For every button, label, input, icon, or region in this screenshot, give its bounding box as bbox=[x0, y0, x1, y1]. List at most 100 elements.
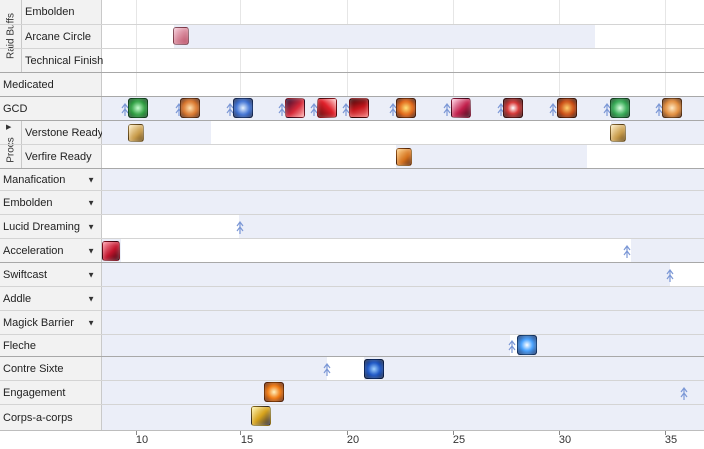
scorch-icon[interactable] bbox=[396, 98, 416, 118]
resolution-icon[interactable] bbox=[451, 98, 471, 118]
row-manafication: Manafication ▼ bbox=[0, 168, 704, 190]
row-track bbox=[102, 73, 704, 96]
row-embolden-raid: Embolden bbox=[0, 0, 704, 24]
cast-marker bbox=[121, 101, 129, 117]
axis-tick-label: 15 bbox=[240, 434, 254, 446]
redoublement-icon[interactable] bbox=[349, 98, 369, 118]
chevron-down-icon[interactable]: ▼ bbox=[87, 175, 95, 184]
row-label: Embolden bbox=[22, 0, 102, 24]
row-label: Medicated bbox=[0, 73, 102, 96]
corps-a-corps-icon[interactable] bbox=[251, 406, 271, 426]
time-axis: 10 15 20 25 30 35 bbox=[0, 430, 704, 449]
row-track bbox=[102, 215, 704, 238]
row-label-text: Verstone Ready bbox=[25, 126, 104, 139]
zwerchhau-icon[interactable] bbox=[317, 98, 337, 118]
axis-tick bbox=[240, 431, 241, 435]
row-label-text: Medicated bbox=[3, 78, 54, 91]
row-label[interactable]: Manafication ▼ bbox=[0, 169, 102, 190]
row-track bbox=[102, 381, 704, 404]
row-label[interactable]: Swiftcast ▼ bbox=[0, 263, 102, 286]
row-track bbox=[102, 121, 704, 144]
cast-marker bbox=[310, 101, 318, 117]
chevron-down-icon[interactable]: ▼ bbox=[87, 294, 95, 303]
chevron-down-icon[interactable]: ▼ bbox=[87, 270, 95, 279]
row-embolden: Embolden ▼ bbox=[0, 190, 704, 214]
row-label-text: Swiftcast bbox=[3, 268, 48, 281]
row-track bbox=[102, 335, 704, 356]
idle-window bbox=[121, 239, 631, 262]
axis-tick bbox=[136, 431, 137, 435]
row-track bbox=[102, 239, 704, 262]
verholy-icon[interactable] bbox=[233, 98, 253, 118]
axis-tick bbox=[559, 431, 560, 435]
row-swiftcast: Swiftcast ▼ bbox=[0, 262, 704, 286]
row-fleche: Fleche bbox=[0, 334, 704, 356]
row-label-text: Embolden bbox=[3, 196, 53, 209]
idle-window bbox=[327, 357, 364, 380]
row-label-text: Corps-a-corps bbox=[3, 411, 73, 424]
row-label: Contre Sixte bbox=[0, 357, 102, 380]
row-track bbox=[102, 191, 704, 214]
row-addle: Addle ▼ bbox=[0, 286, 704, 310]
engagement-icon[interactable] bbox=[264, 382, 284, 402]
verfire-icon[interactable] bbox=[396, 148, 412, 166]
jolt-icon[interactable] bbox=[180, 98, 200, 118]
cast-marker bbox=[508, 338, 516, 354]
row-label-text: Magick Barrier bbox=[3, 316, 74, 329]
axis-tick-label: 35 bbox=[664, 434, 678, 446]
buff-window bbox=[174, 25, 595, 48]
row-label: Engagement bbox=[0, 381, 102, 404]
chevron-down-icon[interactable]: ▼ bbox=[87, 222, 95, 231]
cast-marker bbox=[278, 101, 286, 117]
axis-tick-label: 25 bbox=[452, 434, 466, 446]
row-label[interactable]: Lucid Dreaming ▼ bbox=[0, 215, 102, 238]
row-label: GCD bbox=[0, 97, 102, 120]
axis-tick bbox=[347, 431, 348, 435]
row-technical-finish: Technical Finish bbox=[0, 48, 704, 72]
row-label: Technical Finish bbox=[22, 49, 103, 72]
acceleration-icon[interactable] bbox=[102, 241, 120, 261]
riposte-icon[interactable] bbox=[285, 98, 305, 118]
raid-buffs-group[interactable]: Raid Buffs bbox=[0, 0, 22, 72]
row-track bbox=[102, 263, 704, 286]
row-label-text: Verfire Ready bbox=[25, 150, 92, 163]
chevron-down-icon[interactable]: ▼ bbox=[87, 246, 95, 255]
idle-window bbox=[510, 335, 518, 356]
axis-tick bbox=[453, 431, 454, 435]
row-track bbox=[102, 311, 704, 334]
row-label: Corps-a-corps bbox=[0, 405, 102, 430]
idle-window bbox=[587, 145, 704, 168]
verflare-icon[interactable] bbox=[503, 98, 523, 118]
row-lucid-dreaming: Lucid Dreaming ▼ bbox=[0, 214, 704, 238]
fleche-icon[interactable] bbox=[517, 335, 537, 355]
cast-marker bbox=[549, 101, 557, 117]
idle-window bbox=[102, 215, 239, 238]
row-label: Verfire Ready bbox=[22, 145, 102, 168]
veraero-icon[interactable] bbox=[610, 98, 630, 118]
collapse-caret-icon[interactable]: ▶ bbox=[6, 124, 12, 131]
cast-marker bbox=[655, 101, 663, 117]
row-label: Fleche bbox=[0, 335, 102, 356]
cast-marker bbox=[443, 101, 451, 117]
verfire-icon[interactable] bbox=[557, 98, 577, 118]
chevron-down-icon[interactable]: ▼ bbox=[87, 318, 95, 327]
row-label-text: Lucid Dreaming bbox=[3, 220, 81, 233]
verthunder-icon[interactable] bbox=[128, 98, 148, 118]
row-track bbox=[102, 0, 704, 24]
cast-marker bbox=[680, 385, 688, 401]
cast-marker bbox=[623, 243, 631, 259]
verstone-icon[interactable] bbox=[610, 124, 626, 142]
row-label[interactable]: Acceleration ▼ bbox=[0, 239, 102, 262]
jolt-icon[interactable] bbox=[662, 98, 682, 118]
row-label[interactable]: Addle ▼ bbox=[0, 287, 102, 310]
row-label-text: Addle bbox=[3, 292, 32, 305]
chevron-down-icon[interactable]: ▼ bbox=[87, 198, 95, 207]
contre-sixte-icon[interactable] bbox=[364, 359, 384, 379]
verstone-icon[interactable] bbox=[128, 124, 144, 142]
cast-marker bbox=[389, 101, 397, 117]
row-label[interactable]: Magick Barrier ▼ bbox=[0, 311, 102, 334]
arcane-circle-icon[interactable] bbox=[173, 27, 189, 45]
row-label: Arcane Circle bbox=[22, 25, 102, 48]
row-label[interactable]: Embolden ▼ bbox=[0, 191, 102, 214]
row-track bbox=[102, 49, 704, 72]
